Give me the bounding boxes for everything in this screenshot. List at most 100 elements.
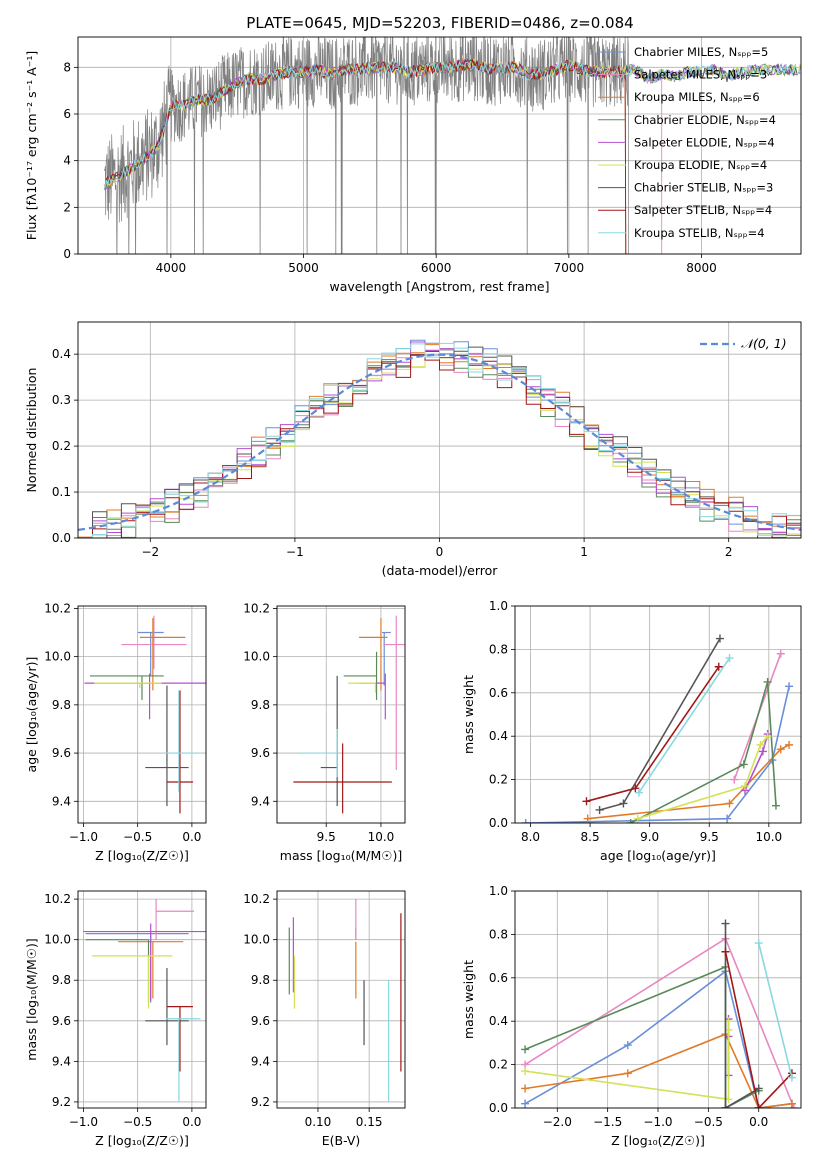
- x-tick-label: 0.0: [749, 1115, 768, 1129]
- weight-marker: [725, 654, 734, 663]
- x-tick-label: 10.0: [755, 830, 782, 844]
- y-tick-label: 9.6: [52, 746, 71, 760]
- y-tick-label: 9.4: [251, 1054, 270, 1068]
- weight-marker: [721, 1104, 730, 1108]
- y-tick-label: 0.1: [52, 485, 71, 499]
- weight-marker: [754, 939, 763, 948]
- figure-title: PLATE=0645, MJD=52203, FIBERID=0486, z=0…: [246, 14, 633, 32]
- panel-residuals: −2 −1 0 1 2 0.0 0.1 0.2 0.3 0.4 (data-model)/error…: [24, 321, 802, 578]
- weight-marker: [714, 662, 723, 671]
- x-tick-label: 8.5: [581, 830, 600, 844]
- y-tick-label: 0.6: [489, 686, 508, 700]
- weight-marker: [623, 1041, 632, 1050]
- y-tick-label: 9.8: [52, 698, 71, 712]
- weight-marker: [754, 1104, 763, 1108]
- x-axis-label: (data-model)/error: [382, 563, 499, 578]
- y-tick-label: 9.6: [251, 1014, 270, 1028]
- plot-area: [84, 615, 206, 814]
- legend-entry: Kroupa MILES, Nₛₚₚ=6: [634, 90, 760, 104]
- y-tick-label: 0.3: [52, 393, 71, 407]
- x-tick-label: 5000: [288, 261, 319, 275]
- weight-marker: [723, 814, 732, 823]
- y-tick-label: 4: [63, 154, 71, 168]
- y-tick-label: 2: [63, 200, 71, 214]
- y-tick-label: 1.0: [489, 884, 508, 898]
- panel-mass-vs-Z: −1.0 −0.5 0.0 9.2 9.4 9.6 9.8 10.0 10.2 Z [log₁₀(…: [24, 890, 207, 1148]
- axes-frame: [77, 890, 207, 1109]
- weight-line-km: [587, 744, 790, 820]
- normal-curve: [78, 353, 801, 531]
- y-tick-label: 9.4: [251, 794, 270, 808]
- weight-line-ss: [724, 951, 793, 1108]
- y-tick-label: 0.8: [489, 927, 508, 941]
- y-tick-label: 0.0: [489, 816, 508, 830]
- legend-entry: Salpeter MILES, Nₛₚₚ=3: [634, 68, 767, 82]
- y-axis-label: age [log₁₀(age/yr)]: [24, 657, 39, 773]
- errorbar-ss: [293, 743, 392, 814]
- weight-marker: [721, 947, 730, 956]
- errorbar-ss: [166, 1005, 193, 1072]
- weight-marker: [582, 797, 591, 806]
- y-tick-label: 9.8: [251, 973, 270, 987]
- x-tick-label: −1.5: [593, 1115, 622, 1129]
- panel-age-vs-mass: 9.5 10.0 9.4 9.6 9.8 10.0 10.2 mass [log₁₀(M/M☉…: [243, 601, 406, 863]
- errorbar-sm: [121, 615, 187, 669]
- y-tick-label: 10.0: [44, 933, 71, 947]
- x-tick-label: −1.0: [69, 830, 98, 844]
- errorbar-ce: [85, 939, 150, 1003]
- plot-area: [104, 37, 801, 254]
- panels: 4000 5000 6000 7000 8000 0 2 4 6 8 wavelength [Ang…: [24, 36, 802, 1148]
- weight-line-cs: [724, 923, 760, 1108]
- legend-entry: Salpeter STELIB, Nₛₚₚ=4: [634, 203, 772, 217]
- y-axis-label: mass [log₁₀(M/M☉)]: [24, 938, 39, 1060]
- x-tick-label: −1.0: [69, 1115, 98, 1129]
- axes-frame: [514, 605, 802, 824]
- x-axis-label: age [log₁₀(age/yr)]: [600, 848, 716, 863]
- legend-entry: Kroupa ELODIE, Nₛₚₚ=4: [634, 158, 767, 172]
- weight-marker: [730, 775, 739, 784]
- x-tick-label: 10.0: [368, 830, 395, 844]
- weight-marker: [715, 634, 724, 643]
- y-tick-label: 9.2: [251, 1095, 270, 1109]
- axes-frame: [276, 890, 406, 1109]
- errorbar-cm: [137, 631, 164, 676]
- x-tick-label: 9.5: [317, 830, 336, 844]
- gridlines: [277, 891, 405, 1108]
- errorbar-cm: [382, 631, 391, 686]
- y-tick-label: 0.2: [52, 439, 71, 453]
- x-tick-label: −1.0: [643, 1115, 672, 1129]
- plot-area: [83, 899, 206, 1102]
- weight-marker: [521, 1099, 530, 1108]
- weight-marker: [623, 1069, 632, 1078]
- y-tick-label: 9.8: [251, 698, 270, 712]
- plot-area: [78, 339, 801, 538]
- x-axis-label: wavelength [Angstrom, rest frame]: [329, 279, 549, 294]
- y-tick-label: 0.8: [489, 642, 508, 656]
- weight-marker: [758, 747, 767, 756]
- y-tick-label: 10.2: [243, 892, 270, 906]
- legend-entry: Salpeter ELODIE, Nₛₚₚ=4: [634, 135, 775, 149]
- errorbar-ke: [348, 682, 377, 693]
- y-tick-label: 9.4: [52, 1054, 71, 1068]
- weight-marker: [725, 799, 734, 808]
- weight-line-cs: [599, 638, 721, 811]
- y-tick-label: 1.0: [489, 599, 508, 613]
- y-tick-label: 10.2: [44, 892, 71, 906]
- y-tick-label: 0.0: [52, 531, 71, 545]
- weight-line-ce: [630, 681, 777, 823]
- y-tick-label: 0.4: [489, 729, 508, 743]
- weight-marker: [789, 1104, 798, 1108]
- weight-marker: [521, 1067, 530, 1076]
- weight-marker: [776, 745, 785, 754]
- x-tick-label: −2.0: [543, 1115, 572, 1129]
- errorbar-cs: [320, 675, 338, 807]
- y-tick-label: 9.2: [52, 1095, 71, 1109]
- weight-marker: [521, 819, 530, 823]
- model-spectrum-line-ss: [104, 58, 627, 254]
- errorbar-ks: [298, 728, 338, 778]
- x-axis-label: Z [log₁₀(Z/Z☉)]: [95, 1133, 189, 1148]
- histogram-step-ks: [78, 342, 801, 538]
- weight-marker: [521, 1084, 530, 1093]
- weight-line-ke: [637, 735, 769, 820]
- x-tick-label: 0.0: [182, 1115, 201, 1129]
